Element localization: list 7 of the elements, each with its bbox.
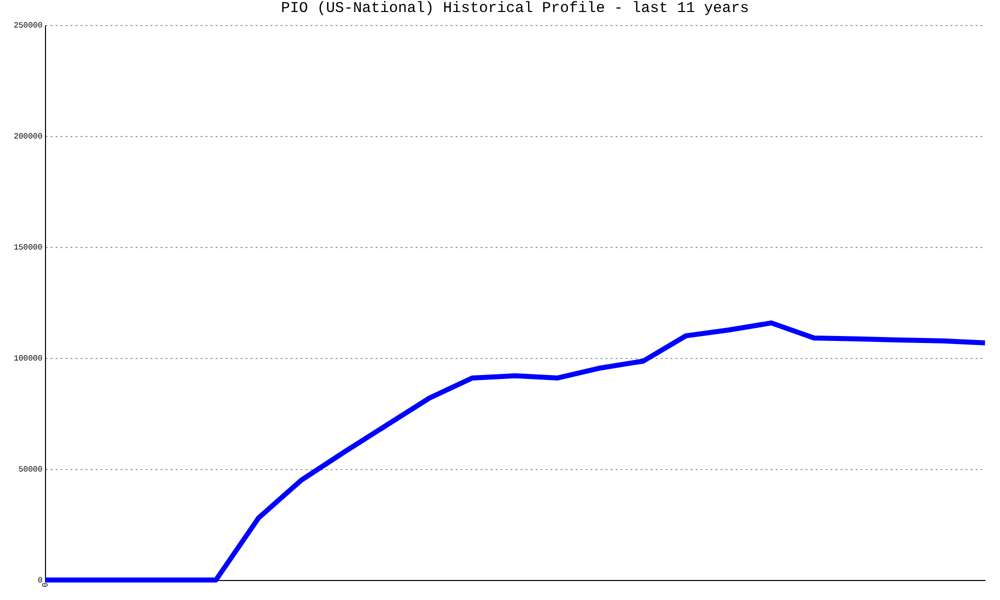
chart-title: PIO (US-National) Historical Profile - last 11 years xyxy=(280,0,750,17)
y-tick-label: 200000 xyxy=(14,132,43,142)
y-tick-label: 0 xyxy=(38,576,43,586)
y-tick-label: 50000 xyxy=(18,466,43,474)
y-tick-label: 250000 xyxy=(14,22,43,30)
y-tick-label: 150000 xyxy=(14,244,43,252)
y-tick-label: 100000 xyxy=(14,354,43,364)
